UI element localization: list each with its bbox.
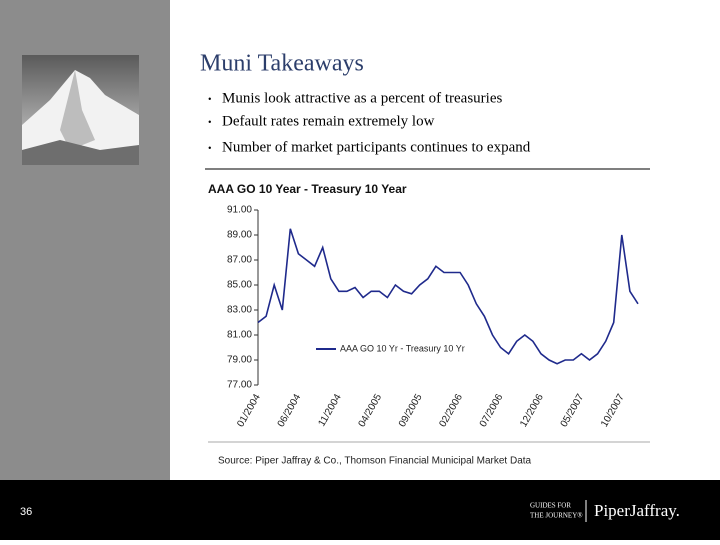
logo-tagline: GUIDES FOR [530,502,571,510]
y-tick-label: 81.00 [227,330,252,341]
page-number: 36 [20,506,32,518]
bullet-text: Munis look attractive as a percent of tr… [222,90,502,106]
y-tick-label: 89.00 [227,230,252,241]
mountain-photo [22,55,139,165]
y-tick-label: 77.00 [227,380,252,391]
bullet: • [208,143,212,154]
bullet: • [208,117,212,128]
source-note: Source: Piper Jaffray & Co., Thomson Fin… [218,456,532,467]
y-tick-label: 91.00 [227,205,252,216]
bullet-text: Default rates remain extremely low [222,113,435,129]
legend-label: AAA GO 10 Yr - Treasury 10 Yr [340,343,465,353]
chart-title: AAA GO 10 Year - Treasury 10 Year [208,182,407,196]
y-tick-label: 79.00 [227,355,252,366]
y-tick-label: 85.00 [227,280,252,291]
logo-name: PiperJaffray. [594,501,680,520]
footer-bar [0,480,720,540]
data-line [257,228,639,365]
y-tick-label: 87.00 [227,255,252,266]
bullet-text: Number of market participants continues … [222,139,531,155]
slide-title: Muni Takeaways [200,51,364,77]
logo-tagline: THE JOURNEY® [530,512,583,520]
bullet: • [208,94,212,105]
y-tick-label: 83.00 [227,305,252,316]
